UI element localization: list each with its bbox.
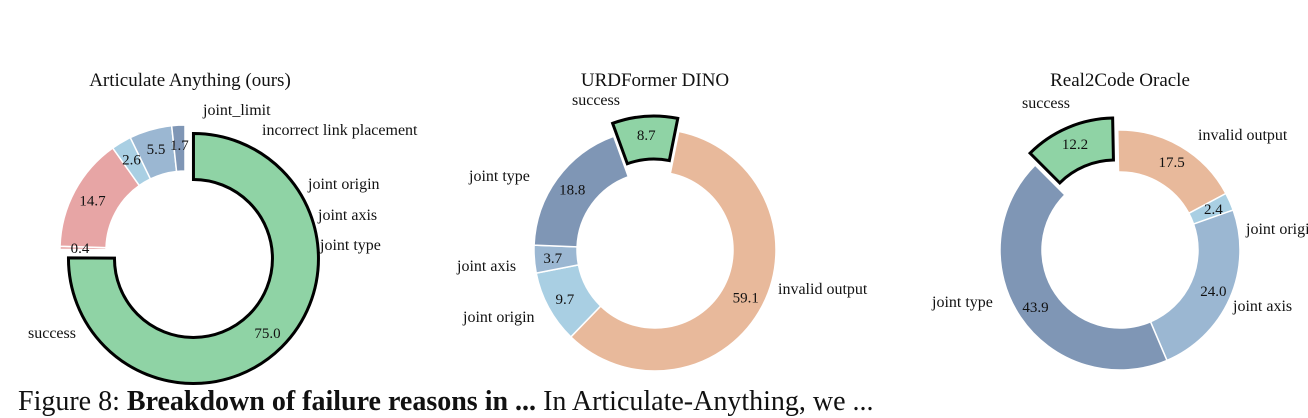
slice-label-joint-type: joint type — [931, 294, 993, 311]
value-label-joint-axis: 5.5 — [147, 142, 166, 158]
value-label-joint-type: 1.7 — [170, 138, 189, 154]
value-label-invalid-output: 59.1 — [733, 291, 759, 307]
slice-label-incorrect-link-placement: incorrect link placement — [262, 122, 418, 139]
donut-chart-articulate-anything: 75.0 success 0.4 joint_limit 14.7 incorrect l… — [28, 102, 418, 385]
donut-slice-invalid-output — [569, 130, 777, 372]
slice-label-joint-origin: joint origin — [462, 309, 535, 326]
slice-label-joint-limit: joint_limit — [202, 102, 271, 119]
slice-label-joint-origin: joint origin — [1245, 221, 1308, 238]
slice-label-joint-axis: joint axis — [456, 258, 516, 275]
donut-chart-urdformer-dino: 8.7 success 59.1 invalid output 9.7 joint ori… — [456, 92, 868, 372]
slice-label-joint-type: joint type — [319, 237, 381, 254]
chart-1-title: Articulate Anything (ours) — [89, 70, 291, 91]
value-label-joint-type: 43.9 — [1022, 300, 1048, 316]
slice-label-joint-axis: joint axis — [1232, 298, 1292, 315]
donut-slice-success — [66, 132, 320, 385]
donut-chart-real2code-oracle: 12.2 success 17.5 invalid output 2.4 joint or… — [931, 95, 1308, 371]
value-label-joint-origin: 2.4 — [1204, 202, 1223, 218]
value-label-joint-type: 18.8 — [559, 183, 585, 199]
slice-label-invalid-output: invalid output — [778, 281, 868, 298]
slice-label-success: success — [28, 325, 76, 342]
value-label-success: 8.7 — [637, 128, 656, 144]
value-label-joint-axis: 24.0 — [1200, 284, 1226, 300]
donut-slice-joint-type — [533, 135, 630, 248]
caption-prefix: Figure 8: — [18, 386, 127, 417]
value-label-success: 75.0 — [254, 326, 280, 342]
donut-slice-joint-axis — [1149, 209, 1241, 362]
slice-label-invalid-output: invalid output — [1198, 127, 1288, 144]
chart-3-title: Real2Code Oracle — [1050, 70, 1190, 91]
caption-trail: In Articulate-Anything, we ... — [543, 386, 874, 417]
value-label-invalid-output: 17.5 — [1159, 155, 1185, 171]
donut-slice-joint-type — [999, 164, 1168, 371]
donut-slice-success — [610, 114, 680, 166]
value-label-success: 12.2 — [1062, 137, 1088, 153]
donut-slice-joint-type — [170, 124, 186, 173]
chart-2-title: URDFormer DINO — [581, 70, 729, 91]
value-label-joint-origin: 9.7 — [556, 292, 575, 308]
value-label-joint-axis: 3.7 — [543, 251, 562, 267]
slice-label-success: success — [572, 92, 620, 109]
figure-caption: Figure 8: Breakdown of failure reasons i… — [18, 386, 874, 418]
value-label-joint-origin: 2.6 — [122, 153, 141, 169]
slice-label-joint-axis: joint axis — [317, 207, 377, 224]
donut-slice-success — [1027, 116, 1115, 186]
caption-bold: Breakdown of failure reasons in ... — [126, 386, 537, 417]
value-label-joint-limit: 0.4 — [71, 241, 90, 257]
slice-label-success: success — [1022, 95, 1070, 112]
value-label-incorrect-link-placement: 14.7 — [79, 193, 106, 209]
slice-label-joint-type: joint type — [468, 168, 530, 185]
slice-label-joint-origin: joint origin — [307, 176, 380, 193]
